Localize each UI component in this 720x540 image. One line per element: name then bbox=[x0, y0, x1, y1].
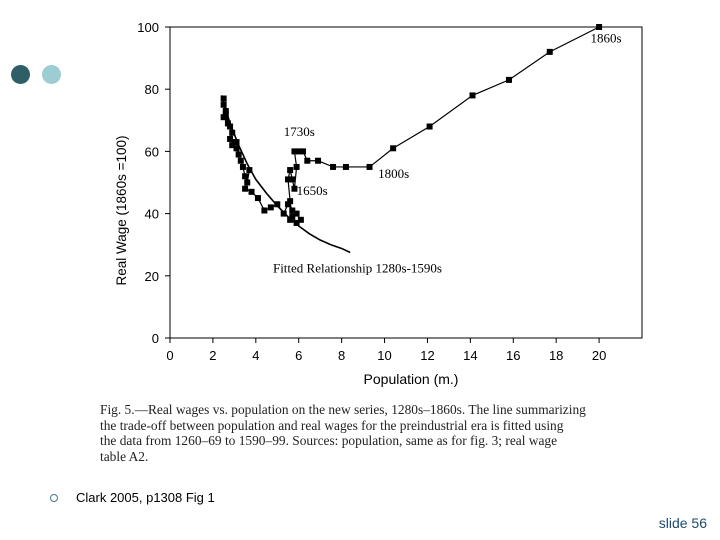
data-point bbox=[244, 179, 251, 186]
data-point bbox=[237, 157, 244, 164]
chart-annotation: 1730s bbox=[284, 124, 315, 139]
data-point bbox=[505, 76, 512, 83]
data-point bbox=[304, 157, 311, 164]
data-point bbox=[289, 213, 296, 220]
data-point bbox=[469, 92, 476, 99]
chart-annotation: Fitted Relationship 1280s-1590s bbox=[273, 261, 442, 276]
data-point bbox=[289, 176, 296, 183]
data-point bbox=[267, 204, 274, 211]
data-point bbox=[546, 48, 553, 55]
decor-dot-dark bbox=[11, 65, 30, 84]
data-point bbox=[285, 176, 291, 183]
data-point bbox=[596, 24, 603, 30]
caption-line: the data from 1260–69 to 1590–99. Source… bbox=[100, 433, 558, 448]
data-point bbox=[227, 135, 234, 142]
data-point bbox=[289, 207, 296, 214]
caption-line: the trade-off between population and rea… bbox=[100, 417, 564, 433]
x-tick-label: 0 bbox=[166, 348, 173, 363]
x-tick-label: 18 bbox=[549, 348, 563, 363]
plot-frame bbox=[169, 26, 643, 339]
series-line bbox=[222, 26, 600, 224]
x-axis-label: Population (m.) bbox=[364, 371, 459, 387]
data-point bbox=[330, 163, 337, 170]
y-tick-label: 0 bbox=[152, 331, 159, 346]
data-point bbox=[426, 123, 433, 130]
data-point bbox=[285, 201, 291, 208]
data-point bbox=[242, 185, 249, 192]
data-point bbox=[235, 151, 242, 158]
bullet-icon bbox=[50, 494, 58, 502]
data-point bbox=[287, 167, 294, 174]
data-point bbox=[342, 163, 349, 170]
caption-line: Fig. 5.—Real wages vs. population on the… bbox=[100, 402, 586, 417]
data-point bbox=[246, 167, 253, 174]
data-point bbox=[233, 145, 240, 152]
data-point bbox=[222, 107, 229, 114]
y-tick-label: 20 bbox=[145, 269, 159, 284]
data-point bbox=[242, 173, 249, 180]
citation-text: Clark 2005, p1308 Fig 1 bbox=[76, 490, 215, 505]
x-tick-label: 14 bbox=[463, 348, 477, 363]
data-point bbox=[300, 148, 307, 155]
data-point bbox=[227, 123, 234, 130]
data-point bbox=[287, 198, 294, 205]
x-tick-label: 16 bbox=[506, 348, 520, 363]
data-point bbox=[220, 95, 227, 102]
decor-dot-light bbox=[42, 65, 61, 84]
x-tick-label: 6 bbox=[295, 348, 302, 363]
data-point bbox=[222, 111, 229, 118]
fitted-curve bbox=[220, 95, 351, 254]
data-point bbox=[315, 157, 322, 164]
data-point bbox=[293, 210, 300, 217]
data-point bbox=[274, 201, 281, 208]
chart-annotation: 1650s bbox=[297, 183, 328, 198]
data-point bbox=[293, 219, 300, 226]
data-point bbox=[224, 120, 231, 127]
y-tick-label: 40 bbox=[145, 207, 159, 222]
chart-annotation: 1860s bbox=[591, 31, 622, 46]
data-point bbox=[261, 207, 268, 214]
data-point bbox=[239, 163, 246, 170]
data-point bbox=[220, 114, 227, 121]
data-point bbox=[293, 163, 300, 170]
y-tick-label: 100 bbox=[137, 20, 159, 35]
data-point bbox=[390, 145, 397, 152]
data-point bbox=[248, 188, 255, 195]
x-tick-label: 4 bbox=[252, 348, 259, 363]
caption-line: table A2. bbox=[100, 448, 149, 464]
data-point bbox=[233, 139, 240, 146]
y-tick-label: 60 bbox=[145, 144, 159, 159]
data-point bbox=[291, 148, 298, 155]
x-tick-label: 12 bbox=[420, 348, 434, 363]
data-point bbox=[254, 195, 261, 202]
x-tick-label: 8 bbox=[338, 348, 345, 363]
x-tick-label: 20 bbox=[592, 348, 606, 363]
figure-caption: Fig. 5.—Real wages vs. population on the… bbox=[100, 402, 652, 464]
data-point bbox=[297, 216, 304, 223]
data-point bbox=[280, 210, 287, 217]
data-point bbox=[291, 185, 298, 192]
data-point bbox=[287, 216, 294, 223]
chart-annotation: 1800s bbox=[378, 166, 409, 181]
data-point bbox=[229, 129, 236, 136]
x-tick-label: 2 bbox=[209, 348, 216, 363]
x-tick-label: 10 bbox=[377, 348, 391, 363]
wage-population-chart: 0 2 4 6 8 10 12 14 16 18 20 0 20 40 60 80 100 Population … bbox=[114, 20, 643, 387]
y-tick-label: 80 bbox=[145, 82, 159, 97]
data-point bbox=[229, 142, 236, 149]
y-axis-label: Real Wage (1860s =100) bbox=[114, 136, 129, 286]
slide-number: slide 56 bbox=[658, 515, 707, 531]
data-point bbox=[295, 148, 302, 155]
data-point bbox=[366, 163, 373, 170]
data-point bbox=[220, 101, 227, 108]
